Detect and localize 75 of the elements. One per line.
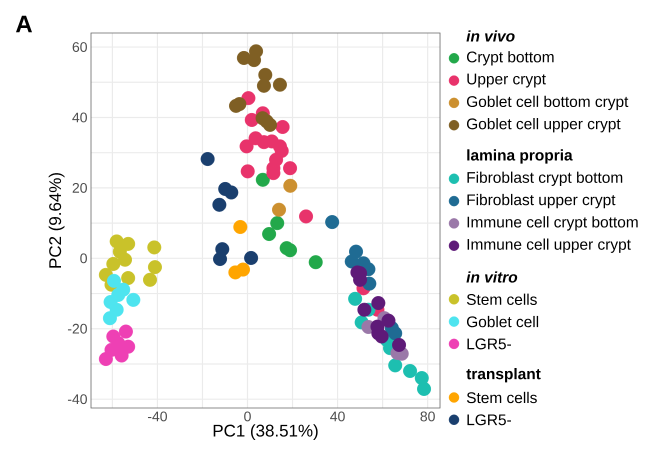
point [392,338,406,352]
point [106,256,120,271]
point [98,352,113,366]
y-tick-label: 20 [72,182,87,193]
legend-label: Fibroblast upper crypt [467,194,616,208]
point [106,274,121,288]
text: transplant [466,368,541,382]
point [147,240,162,254]
legend-label: LGR5- [467,338,511,350]
legend-label: Stem cells [466,294,537,305]
point [348,292,362,306]
legend-label: Fibroblast crypt bottom [467,172,622,186]
x-tick-label: -40 [148,411,167,422]
point [272,78,287,92]
point [417,382,432,396]
point [118,324,133,339]
point [260,114,274,128]
text: lamina propria [467,149,573,164]
legend-label: Immune cell crypt bottom [468,216,638,231]
point [283,178,298,193]
point [371,296,386,310]
point [283,161,298,176]
point [143,272,158,287]
point [233,220,248,234]
point [240,164,255,178]
legend-label: Goblet cell upper crypt [466,118,621,132]
x-tick-label: 80 [420,411,435,422]
point [102,311,117,326]
point [403,364,418,378]
point [121,271,136,286]
point [244,250,258,265]
point [262,227,276,242]
y-tick-label: -20 [68,324,87,334]
point [308,255,323,270]
point [240,139,254,154]
point [148,260,162,274]
point [357,302,372,317]
legend-label: Goblet cell bottom crypt [466,96,628,110]
x-axis-title: PC1 (38.51%) [214,424,318,440]
point [374,330,389,344]
point [283,243,298,258]
y-tick-label: 0 [80,253,87,264]
point [114,348,129,363]
point [388,358,402,372]
y-tick-label: 60 [72,42,87,52]
point [126,292,140,307]
legend-label: Immune cell upper crypt [468,238,631,253]
point [299,209,314,224]
point [213,252,228,266]
text: in vivo [466,30,515,42]
point [256,78,271,93]
point [212,198,226,212]
y-tick-label: 40 [72,112,87,122]
text: A [16,16,32,32]
legend-label: Crypt bottom [466,51,554,66]
point [118,252,132,267]
point [224,185,238,200]
legend-label: LGR5- [467,414,511,426]
point [381,314,396,328]
y-tick-label: -40 [68,394,87,404]
point [247,53,262,68]
point [236,262,250,277]
x-tick-label: 0 [244,411,251,422]
point [325,215,340,230]
point [256,172,270,187]
x-tick-label: 40 [330,411,345,422]
legend-label: Stem cells [466,392,537,404]
y-axis-title: PC2 (9.64%) [48,173,64,268]
legend-label: Upper crypt [467,74,546,88]
point [276,120,290,134]
point [200,152,215,166]
legend-label: Goblet cell [466,316,538,328]
point [270,216,284,230]
point [272,202,286,217]
text: in vitro [466,271,518,283]
